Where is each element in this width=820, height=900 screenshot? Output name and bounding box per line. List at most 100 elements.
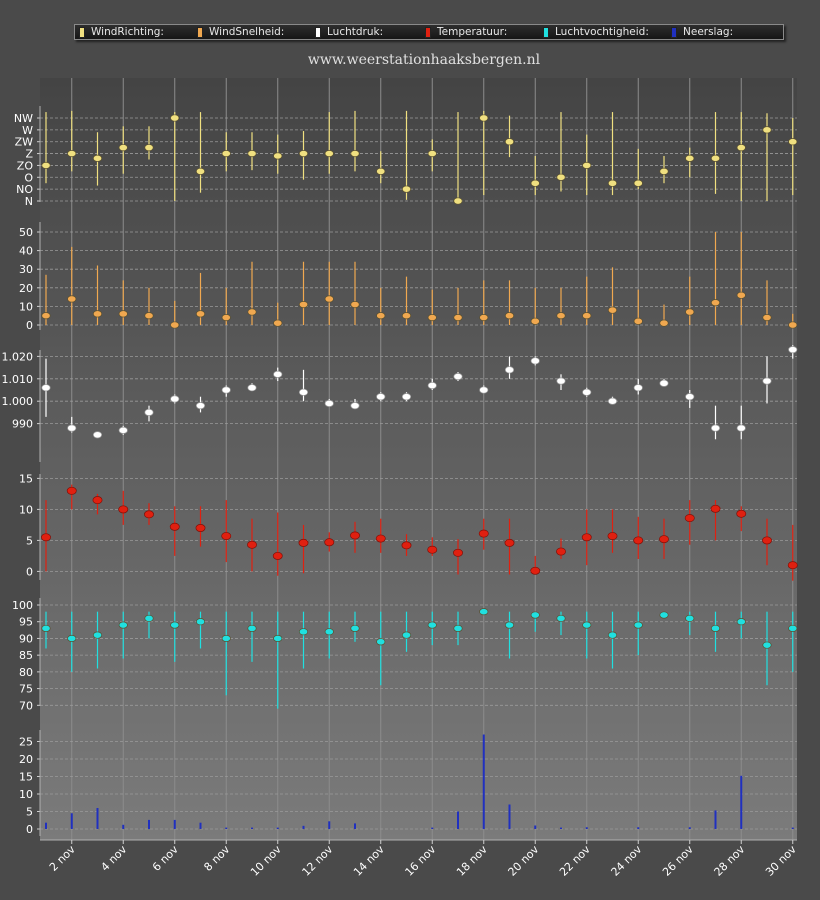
bar bbox=[482, 734, 485, 829]
point bbox=[170, 621, 180, 629]
point bbox=[350, 300, 360, 309]
point bbox=[788, 624, 798, 632]
bar bbox=[791, 827, 794, 829]
point bbox=[67, 634, 77, 642]
point bbox=[479, 386, 489, 394]
point bbox=[659, 611, 669, 619]
legend-item-windrichting: WindRichting: bbox=[79, 26, 197, 38]
legend-item-luchtvochtigheid: Luchtvochtigheid: bbox=[543, 26, 671, 38]
point bbox=[170, 321, 180, 329]
legend: WindRichting: WindSnelheid: Luchtdruk: Temp… bbox=[74, 24, 784, 40]
point bbox=[273, 370, 283, 378]
bar bbox=[70, 813, 73, 829]
point bbox=[685, 154, 695, 162]
bar bbox=[560, 827, 562, 829]
series-temperatuur bbox=[41, 484, 798, 581]
point bbox=[736, 424, 746, 432]
point bbox=[350, 624, 360, 632]
y-tick-label: 10 bbox=[19, 788, 33, 801]
point bbox=[607, 179, 618, 187]
point bbox=[710, 154, 721, 162]
x-tick-label: 2 nov bbox=[47, 843, 78, 874]
point bbox=[144, 510, 154, 519]
point bbox=[324, 538, 335, 547]
point bbox=[453, 373, 463, 381]
point bbox=[401, 631, 412, 639]
point bbox=[376, 393, 386, 401]
point bbox=[273, 319, 283, 327]
point bbox=[247, 624, 257, 632]
y-tick-label: 90 bbox=[19, 632, 33, 645]
y-tick-label: 1.020 bbox=[2, 350, 34, 363]
point bbox=[710, 299, 721, 307]
legend-item-temperatuur: Temperatuur: bbox=[425, 26, 543, 38]
point bbox=[762, 126, 772, 134]
point bbox=[556, 614, 566, 622]
series-neerslag bbox=[45, 734, 794, 829]
x-tick-label: 12 nov bbox=[300, 843, 336, 879]
point bbox=[633, 384, 643, 392]
x-tick-label: 4 nov bbox=[98, 843, 129, 874]
x-tick-label: 18 nov bbox=[454, 843, 490, 879]
point bbox=[41, 312, 51, 320]
point bbox=[453, 314, 463, 322]
point bbox=[324, 295, 334, 303]
point bbox=[66, 486, 77, 495]
legend-swatch bbox=[315, 26, 321, 38]
plot-background bbox=[40, 78, 797, 840]
y-tick-label: 30 bbox=[19, 263, 33, 276]
point bbox=[41, 533, 51, 542]
legend-label: Neerslag: bbox=[683, 26, 734, 38]
point bbox=[556, 312, 566, 320]
panel-temperatuur: 0 5 10 15 bbox=[19, 472, 798, 581]
point bbox=[350, 531, 360, 540]
bar bbox=[122, 824, 125, 829]
x-tick-label: 30 nov bbox=[763, 843, 799, 879]
legend-swatch bbox=[671, 26, 677, 38]
x-tick-label: 20 nov bbox=[506, 843, 542, 879]
y-tick-label: 40 bbox=[19, 245, 33, 258]
point bbox=[607, 397, 618, 405]
point bbox=[401, 541, 412, 550]
y-tick-label: 1.010 bbox=[2, 373, 34, 386]
point bbox=[92, 496, 103, 505]
point bbox=[376, 312, 386, 320]
y-tick-label: 85 bbox=[19, 649, 33, 662]
bar bbox=[225, 827, 228, 829]
series-windsnelheid bbox=[41, 232, 798, 329]
legend-item-neerslag: Neerslag: bbox=[671, 26, 781, 38]
point bbox=[685, 308, 695, 316]
y-tick-label: 10 bbox=[19, 300, 33, 313]
point bbox=[762, 314, 772, 322]
point bbox=[195, 167, 206, 175]
y-tick-label: 50 bbox=[19, 226, 33, 239]
point bbox=[375, 534, 386, 543]
point bbox=[633, 536, 644, 545]
point bbox=[478, 529, 489, 538]
point bbox=[530, 566, 541, 575]
bar bbox=[45, 822, 47, 829]
x-axis: 2 nov 4 nov 6 nov 8 nov 10 nov 12 nov 14 nov 16… bbox=[40, 839, 799, 879]
point bbox=[298, 388, 309, 396]
y-tick-label: 70 bbox=[19, 699, 33, 712]
point bbox=[479, 114, 489, 122]
point bbox=[504, 138, 515, 146]
point bbox=[67, 150, 77, 158]
point bbox=[736, 618, 746, 626]
point bbox=[118, 310, 128, 318]
bar bbox=[534, 825, 537, 829]
point bbox=[633, 179, 643, 187]
point bbox=[427, 150, 437, 158]
y-tick-label: ZO bbox=[17, 159, 34, 172]
y-tick-label: 5 bbox=[26, 806, 33, 819]
point bbox=[762, 641, 772, 649]
y-tick-label: 95 bbox=[19, 616, 33, 629]
point bbox=[504, 621, 515, 629]
legend-label: WindRichting: bbox=[91, 26, 164, 38]
y-tick-label: O bbox=[24, 171, 33, 184]
point bbox=[118, 426, 128, 434]
point bbox=[685, 614, 695, 622]
bar bbox=[173, 819, 176, 829]
